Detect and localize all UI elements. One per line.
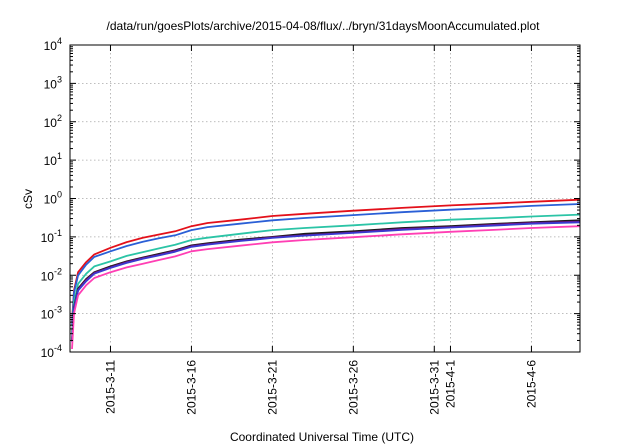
y-tick-label: 104 xyxy=(44,36,62,53)
series-line-3 xyxy=(71,213,581,334)
y-tick-label: 101 xyxy=(44,151,62,168)
y-axis-label: cSv xyxy=(21,189,35,209)
x-tick-label: 2015-3-31 xyxy=(427,360,441,415)
series-line-1 xyxy=(71,198,581,323)
x-tick-label: 2015-3-16 xyxy=(184,360,198,415)
y-tick-label: 102 xyxy=(44,113,62,130)
y-tick-label: 10-2 xyxy=(41,266,62,283)
series-line-7 xyxy=(71,225,581,350)
series-line-2 xyxy=(71,203,581,326)
x-tick-label: 2015-4-6 xyxy=(524,360,538,408)
x-tick-label: 2015-4-1 xyxy=(443,360,457,408)
grid xyxy=(70,45,580,352)
y-tick-label: 103 xyxy=(44,74,62,91)
series-lines xyxy=(71,198,581,350)
x-tick-label: 2015-3-26 xyxy=(346,360,360,415)
y-tick-label: 10-1 xyxy=(41,228,62,245)
y-tick-label: 10-4 xyxy=(41,343,62,360)
x-tick-label: 2015-3-11 xyxy=(103,360,117,414)
y-axis-ticks: 10-4 10-3 10-2 10-1 100 101 102 103 104 xyxy=(41,36,580,360)
chart-title: /data/run/goesPlots/archive/2015-04-08/f… xyxy=(107,19,541,33)
x-tick-label: 2015-3-21 xyxy=(265,360,279,415)
series-line-6 xyxy=(71,221,581,343)
x-axis-label: Coordinated Universal Time (UTC) xyxy=(230,430,414,444)
y-tick-label: 10-3 xyxy=(41,305,62,322)
x-axis-ticks: 2015-3-11 2015-3-16 2015-3-21 2015-3-26 2015… xyxy=(103,45,538,415)
y-tick-label: 100 xyxy=(44,190,62,207)
